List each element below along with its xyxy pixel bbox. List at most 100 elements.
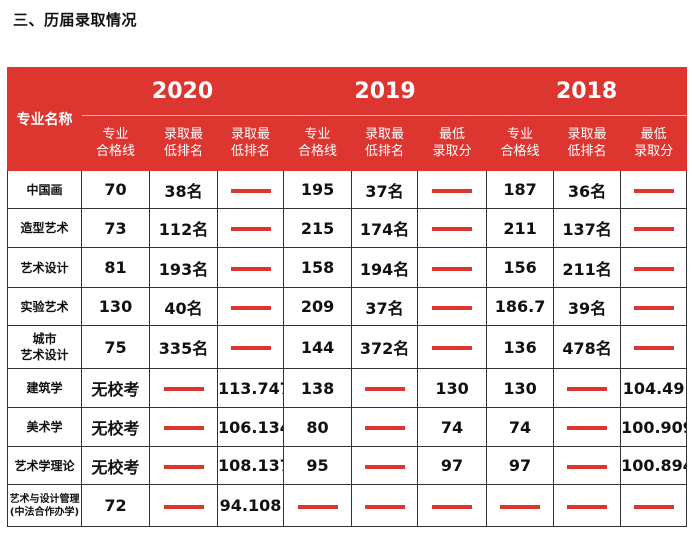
dash-mark xyxy=(432,305,473,310)
major-name-header: 专业名称 xyxy=(7,67,82,171)
empty-cell xyxy=(553,484,622,527)
value-cell: 112名 xyxy=(149,208,218,248)
value-cell: 108.137 xyxy=(216,446,285,485)
dash-mark xyxy=(364,426,405,430)
empty-cell xyxy=(417,287,488,326)
empty-cell xyxy=(149,446,218,485)
value-cell: 70 xyxy=(81,170,150,209)
value-cell: 100.909 xyxy=(620,407,688,447)
empty-cell xyxy=(620,287,688,326)
dash-mark xyxy=(567,426,608,430)
value-cell: 335名 xyxy=(149,325,218,369)
dash-mark xyxy=(230,227,271,231)
value-cell: 100.894 xyxy=(620,446,688,485)
subheader-2018-3: 最低 录取分 xyxy=(620,115,688,171)
empty-cell xyxy=(149,484,218,527)
value-cell: 211 xyxy=(486,208,555,248)
value-cell: 74 xyxy=(486,407,555,447)
subheader-2020-3: 录取最 低排名 xyxy=(216,115,285,171)
value-cell: 113.747 xyxy=(216,368,285,408)
value-cell: 136 xyxy=(486,325,555,369)
value-cell: 194名 xyxy=(351,247,419,288)
subheader-2019-1: 专业 合格线 xyxy=(283,115,353,171)
value-cell: 106.134 xyxy=(216,407,285,447)
value-cell: 37名 xyxy=(351,287,419,326)
dash-mark xyxy=(163,504,204,509)
value-cell: 156 xyxy=(486,247,555,288)
admission-table: 专业名称 2020 2019 2018 专业 合格线 录取最 低排名 录取最 低排名 专业合… xyxy=(7,67,688,527)
value-cell: 94.108 xyxy=(216,484,285,527)
dash-mark xyxy=(633,227,674,231)
dash-mark xyxy=(163,426,204,430)
value-cell: 无校考 xyxy=(81,368,150,408)
value-cell: 186.7 xyxy=(486,287,555,326)
value-cell: 195 xyxy=(283,170,353,209)
dash-mark xyxy=(364,387,405,391)
value-cell: 37名 xyxy=(351,170,419,209)
dash-mark xyxy=(500,504,541,509)
empty-cell xyxy=(417,325,488,369)
value-cell: 158 xyxy=(283,247,353,288)
empty-cell xyxy=(216,170,285,209)
dash-mark xyxy=(432,188,473,193)
dash-mark xyxy=(567,464,608,469)
value-cell: 104.49 xyxy=(620,368,688,408)
major-name-cell: 美术学 xyxy=(7,407,82,447)
table-row: 艺术与设计管理 (中法合作办学) 72 94.108 xyxy=(7,484,688,527)
value-cell: 75 xyxy=(81,325,150,369)
empty-cell xyxy=(351,407,419,447)
dash-mark xyxy=(364,504,405,509)
value-cell: 74 xyxy=(417,407,488,447)
empty-cell xyxy=(283,484,353,527)
dash-mark xyxy=(230,305,271,310)
value-cell: 209 xyxy=(283,287,353,326)
subheader-2019-2: 录取最 低排名 xyxy=(351,115,419,171)
empty-cell xyxy=(417,208,488,248)
empty-cell xyxy=(351,446,419,485)
empty-cell xyxy=(351,368,419,408)
value-cell: 187 xyxy=(486,170,555,209)
major-name-cell: 艺术学理论 xyxy=(7,446,82,485)
dash-mark xyxy=(432,227,473,231)
dash-mark xyxy=(567,387,608,391)
table-row: 艺术设计 81 193名 158 194名 156 211名 xyxy=(7,247,688,288)
empty-cell xyxy=(417,170,488,209)
dash-mark xyxy=(230,188,271,193)
value-cell: 478名 xyxy=(553,325,622,369)
dash-mark xyxy=(633,504,674,509)
empty-cell xyxy=(620,325,688,369)
value-cell: 72 xyxy=(81,484,150,527)
dash-mark xyxy=(633,346,674,350)
major-name-cell: 艺术设计 xyxy=(7,247,82,288)
value-cell: 97 xyxy=(417,446,488,485)
empty-cell xyxy=(620,208,688,248)
dash-mark xyxy=(163,464,204,469)
value-cell: 193名 xyxy=(149,247,218,288)
empty-cell xyxy=(149,368,218,408)
empty-cell xyxy=(553,407,622,447)
empty-cell xyxy=(417,247,488,288)
major-name-cell: 城市 艺术设计 xyxy=(7,325,82,369)
value-cell: 137名 xyxy=(553,208,622,248)
empty-cell xyxy=(620,170,688,209)
value-cell: 81 xyxy=(81,247,150,288)
value-cell: 174名 xyxy=(351,208,419,248)
value-cell: 372名 xyxy=(351,325,419,369)
major-name-cell: 中国画 xyxy=(7,170,82,209)
subheader-2018-1: 专业 合格线 xyxy=(486,115,555,171)
table-row: 城市 艺术设计 75 335名 144 372名 136 478名 xyxy=(7,325,688,369)
value-cell: 144 xyxy=(283,325,353,369)
subheader-2020-2: 录取最 低排名 xyxy=(149,115,218,171)
subheader-2019-3: 最低 录取分 xyxy=(417,115,488,171)
dash-mark xyxy=(364,464,405,469)
empty-cell xyxy=(149,407,218,447)
dash-mark xyxy=(567,504,608,509)
dash-mark xyxy=(297,504,338,509)
value-cell: 80 xyxy=(283,407,353,447)
year-header-2018: 2018 xyxy=(486,67,688,116)
subheader-2018-2: 录取最 低排名 xyxy=(553,115,622,171)
empty-cell xyxy=(216,208,285,248)
dash-mark xyxy=(432,346,473,350)
